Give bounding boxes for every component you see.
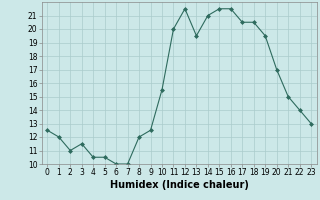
X-axis label: Humidex (Indice chaleur): Humidex (Indice chaleur) bbox=[110, 180, 249, 190]
